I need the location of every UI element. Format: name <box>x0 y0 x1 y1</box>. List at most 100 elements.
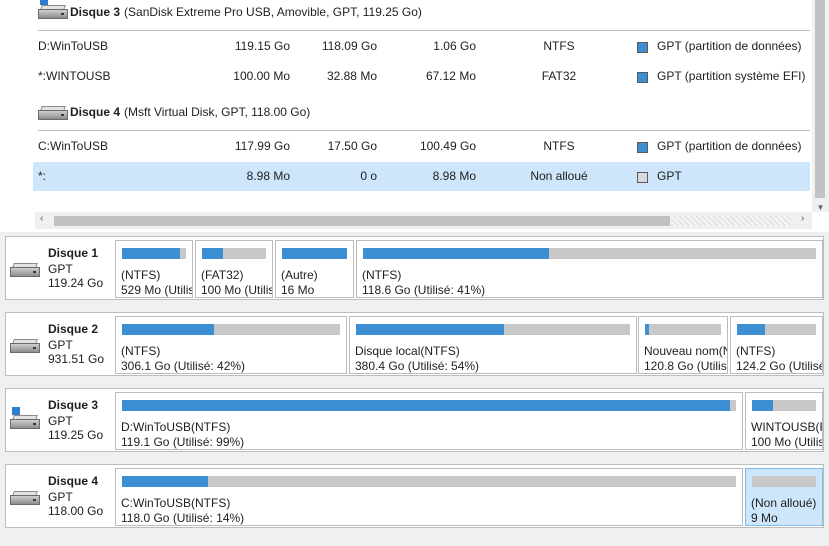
partition-block[interactable]: D:WinToUSB(NTFS) 119.1 Go (Utilisé: 99%) <box>115 392 743 450</box>
partition-row[interactable]: *:WINTOUSB 100.00 Mo 32.88 Mo 67.12 Mo F… <box>33 62 810 91</box>
partition-size: 100 Mo (Utilisé: 33%) <box>201 283 272 297</box>
disk-group-desc: (SanDisk Extreme Pro USB, Amovible, GPT,… <box>124 5 422 19</box>
partition-block[interactable]: (NTFS) 529 Mo (Utilisé: 90%) <box>115 240 193 298</box>
vertical-scrollbar[interactable]: ▼ <box>812 0 829 212</box>
disk-row[interactable]: Disque 3 GPT 119.25 Go D:WinToUSB(NTFS) … <box>5 388 824 452</box>
usage-bar <box>363 248 816 259</box>
hard-drive-icon <box>10 339 42 355</box>
partition-size: 380.4 Go (Utilisé: 54%) <box>355 359 480 373</box>
disk-info[interactable]: Disque 3 GPT 119.25 Go <box>6 389 114 451</box>
disk-group-name: Disque 4 <box>70 105 121 119</box>
scroll-left-arrow-icon[interactable]: ‹ <box>40 213 44 224</box>
partition-size: 119.1 Go (Utilisé: 99%) <box>121 435 245 449</box>
usage-bar <box>645 324 721 335</box>
usage-bar <box>752 476 816 487</box>
disk-row[interactable]: Disque 2 GPT 931.51 Go (NTFS) 306.1 Go (… <box>5 312 824 376</box>
partition-row[interactable]: D:WinToUSB 119.15 Go 118.09 Go 1.06 Go N… <box>33 32 810 61</box>
disk-group-desc: (Msft Virtual Disk, GPT, 118.00 Go) <box>124 105 311 119</box>
usage-bar-fill <box>752 400 774 411</box>
partition-row-selected[interactable]: *: 8.98 Mo 0 o 8.98 Mo Non alloué GPT <box>33 162 810 191</box>
partition-filesystem: NTFS <box>543 39 575 53</box>
usage-bar-fill <box>363 248 549 259</box>
partition-block[interactable]: (FAT32) 100 Mo (Utilisé: 33%) <box>195 240 273 298</box>
disk-size: 119.25 Go <box>48 428 104 442</box>
usage-bar-fill <box>122 324 214 335</box>
partition-used: 118.09 Go <box>321 39 377 53</box>
partition-free: 100.49 Go <box>419 139 476 153</box>
partition-color-swatch <box>637 72 648 83</box>
scroll-right-arrow-icon[interactable]: › <box>801 213 805 224</box>
partition-label: (NTFS) <box>121 268 161 282</box>
partition-block[interactable]: Disque local(NTFS) 380.4 Go (Utilisé: 54… <box>349 316 637 374</box>
divider <box>38 130 810 131</box>
partition-color-swatch <box>637 42 648 53</box>
scrollbar-thumb[interactable] <box>815 0 825 198</box>
horizontal-scrollbar[interactable]: ‹ › <box>35 212 812 229</box>
partition-list: Disque 3 (SanDisk Extreme Pro USB, Amovi… <box>0 0 829 233</box>
partition-capacity: 100.00 Mo <box>233 69 290 83</box>
partition-label: C:WinToUSB(NTFS) <box>121 496 231 510</box>
partition-filesystem: FAT32 <box>541 69 577 83</box>
usage-bar <box>122 476 736 487</box>
partition-block[interactable]: (NTFS) 118.6 Go (Utilisé: 41%) <box>356 240 823 298</box>
partition-free: 67.12 Mo <box>425 69 476 83</box>
usage-bar-fill <box>202 248 224 259</box>
partition-block[interactable]: (Autre) 16 Mo <box>275 240 354 298</box>
partition-free: 1.06 Go <box>433 39 476 53</box>
partition-name: *:WINTOUSB <box>38 69 111 83</box>
partition-block[interactable]: WINTOUSB(FAT32) 100 Mo (Utilisé: 33%) <box>745 392 823 450</box>
scrollbar-thumb[interactable] <box>54 216 670 226</box>
partition-type: GPT (partition système EFI) <box>657 69 806 83</box>
disk-name: Disque 3 <box>48 398 99 412</box>
partition-row[interactable]: C:WinToUSB 117.99 Go 17.50 Go 100.49 Go … <box>33 132 810 161</box>
partition-capacity: 117.99 Go <box>234 139 290 153</box>
partition-name: C:WinToUSB <box>38 139 109 153</box>
disk-name: Disque 1 <box>48 246 99 260</box>
disk-info[interactable]: Disque 2 GPT 931.51 Go <box>6 313 114 375</box>
partition-free: 8.98 Mo <box>432 169 476 183</box>
partition-capacity: 8.98 Mo <box>246 169 290 183</box>
partition-name: *: <box>38 169 47 183</box>
disk-name: Disque 4 <box>48 474 99 488</box>
partition-label: Disque local(NTFS) <box>355 344 460 358</box>
usb-drive-icon <box>10 407 42 431</box>
disk-group-name: Disque 3 <box>70 5 121 19</box>
partition-name: D:WinToUSB <box>38 39 109 53</box>
usage-bar-fill <box>282 248 347 259</box>
hard-drive-icon <box>38 105 68 120</box>
partition-type: GPT <box>657 169 682 183</box>
disk-size: 118.00 Go <box>48 504 104 518</box>
disk-info[interactable]: Disque 1 GPT 119.24 Go <box>6 237 114 299</box>
disk-row[interactable]: Disque 4 GPT 118.00 Go C:WinToUSB(NTFS) … <box>5 464 824 528</box>
partition-label: (Non alloué) <box>751 496 817 510</box>
partition-block[interactable]: (NTFS) 124.2 Go (Utilisé: 35%) <box>730 316 823 374</box>
usage-bar-fill <box>356 324 504 335</box>
partition-size: 9 Mo <box>751 511 778 525</box>
partition-filesystem: Non alloué <box>530 169 588 183</box>
partition-used: 17.50 Go <box>327 139 377 153</box>
partition-size: 100 Mo (Utilisé: 33%) <box>751 435 822 449</box>
hard-drive-icon <box>10 491 42 507</box>
divider <box>38 30 810 31</box>
usb-drive-icon <box>38 0 68 19</box>
partition-size: 118.0 Go (Utilisé: 14%) <box>121 511 245 525</box>
disk-size: 119.24 Go <box>48 276 104 290</box>
partition-size: 124.2 Go (Utilisé: 35%) <box>736 359 822 373</box>
usage-bar <box>122 248 186 259</box>
usage-bar <box>737 324 816 335</box>
partition-label: Nouveau nom(NTFS) <box>644 344 727 358</box>
disk-group-header[interactable]: Disque 3 (SanDisk Extreme Pro USB, Amovi… <box>38 0 422 23</box>
disk-group-header[interactable]: Disque 4 (Msft Virtual Disk, GPT, 118.00… <box>38 101 310 123</box>
partition-label: (NTFS) <box>362 268 402 282</box>
partition-label: D:WinToUSB(NTFS) <box>121 420 231 434</box>
partition-block-selected[interactable]: (Non alloué) 9 Mo <box>745 468 823 526</box>
partition-block[interactable]: C:WinToUSB(NTFS) 118.0 Go (Utilisé: 14%) <box>115 468 743 526</box>
partition-capacity: 119.15 Go <box>234 39 290 53</box>
partition-block[interactable]: (NTFS) 306.1 Go (Utilisé: 42%) <box>115 316 347 374</box>
partition-block[interactable]: Nouveau nom(NTFS) 120.8 Go (Utilisé: 5%) <box>638 316 728 374</box>
partition-used: 32.88 Mo <box>326 69 377 83</box>
scroll-down-arrow-icon[interactable]: ▼ <box>816 203 825 212</box>
disk-info[interactable]: Disque 4 GPT 118.00 Go <box>6 465 114 527</box>
usage-bar-fill <box>122 400 730 411</box>
disk-row[interactable]: Disque 1 GPT 119.24 Go (NTFS) 529 Mo (Ut… <box>5 236 824 300</box>
